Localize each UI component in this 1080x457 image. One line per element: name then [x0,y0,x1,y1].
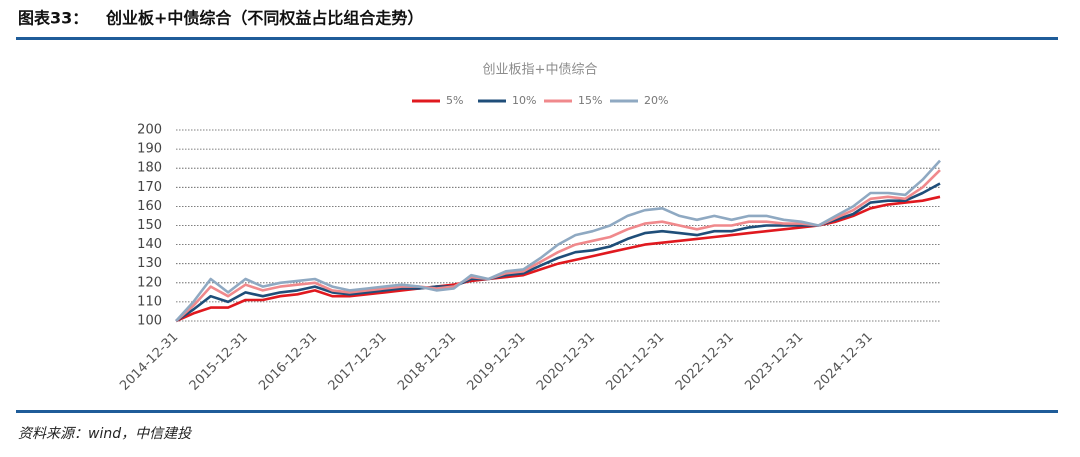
footer-rule [16,410,1058,413]
y-tick-label: 140 [137,237,162,252]
x-tick-label: 2019-12-31 [465,330,529,394]
x-tick-label: 2016-12-31 [256,330,320,394]
x-tick-label: 2021-12-31 [603,330,667,394]
x-tick-label: 2022-12-31 [673,330,737,394]
header-rule [16,37,1058,40]
source-note: 资料来源：wind，中信建投 [18,426,193,442]
y-tick-label: 100 [137,314,162,329]
y-tick-label: 120 [137,275,162,290]
x-tick-label: 2017-12-31 [326,330,390,394]
y-tick-label: 180 [137,161,162,176]
x-tick-label: 2023-12-31 [742,330,806,394]
x-tick-label: 2015-12-31 [187,330,251,394]
x-tick-label: 2024-12-31 [812,330,876,394]
y-tick-label: 160 [137,199,162,214]
y-tick-label: 200 [137,123,162,138]
x-tick-label: 2018-12-31 [395,330,459,394]
figure-label: 图表33： [18,9,88,28]
x-tick-label: 2014-12-31 [117,330,181,394]
y-tick-label: 190 [137,142,162,157]
x-tick-label: 2020-12-31 [534,330,598,394]
legend-label: 5% [446,94,463,107]
legend-label: 20% [644,94,668,107]
figure-title: 创业板+中债综合（不同权益占比组合走势） [105,9,423,28]
legend-label: 10% [512,94,536,107]
y-tick-label: 150 [137,218,162,233]
y-tick-label: 130 [137,256,162,271]
y-tick-label: 170 [137,180,162,195]
chart-title: 创业板指+中债综合 [483,63,598,78]
series-line [175,159,941,322]
legend-label: 15% [578,94,602,107]
y-tick-label: 110 [137,294,162,309]
